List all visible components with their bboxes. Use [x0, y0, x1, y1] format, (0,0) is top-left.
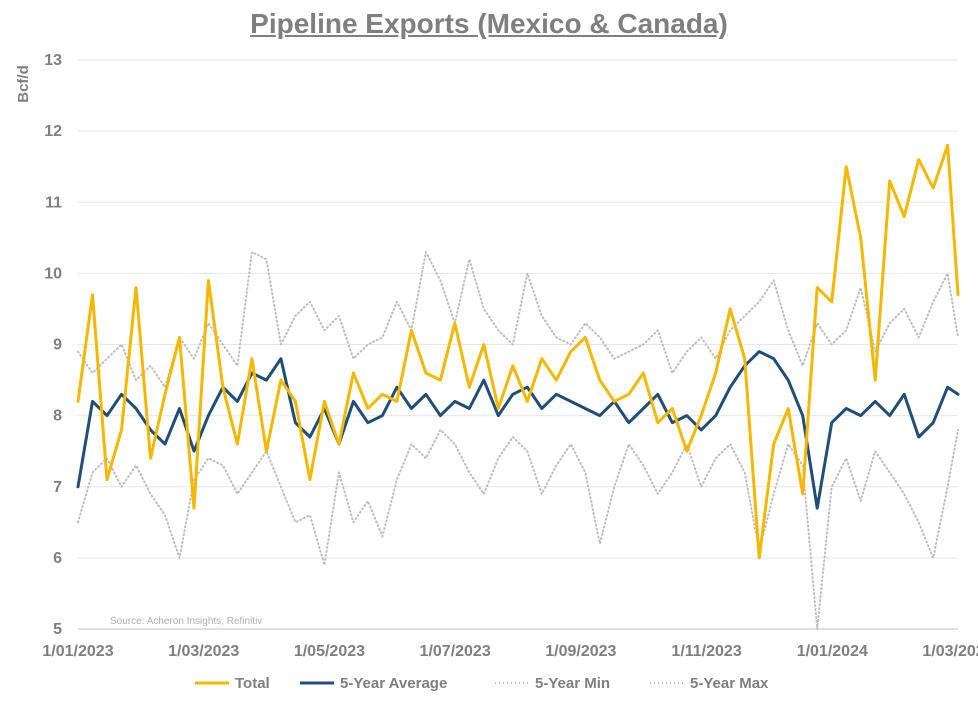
legend-label-2: 5-Year Min: [535, 675, 610, 692]
series-lines: [76, 143, 960, 630]
y-tick-13: 13: [44, 52, 62, 69]
gridlines: [78, 59, 958, 630]
x-tick-7: 1/03/2024: [922, 643, 978, 660]
source-note: Source: Acheron Insights, Refinitiv: [110, 616, 262, 627]
y-axis-label: Bcf/d: [15, 65, 32, 103]
legend-label-3: 5-Year Max: [690, 675, 769, 692]
y-tick-10: 10: [44, 265, 62, 282]
x-tick-1: 1/03/2023: [168, 643, 239, 660]
legend: Total 5-Year Average 5-Year Min 5-Year Max: [195, 675, 769, 692]
legend-label-1: 5-Year Average: [340, 675, 447, 692]
y-tick-6: 6: [53, 550, 62, 567]
x-tick-2: 1/05/2023: [294, 643, 365, 660]
y-tick-8: 8: [53, 408, 62, 425]
series-5-year-min: [77, 428, 959, 630]
chart-title: Pipeline Exports (Mexico & Canada): [250, 8, 728, 39]
x-tick-5: 1/11/2023: [671, 643, 741, 660]
y-tick-7: 7: [53, 479, 62, 496]
y-tick-5: 5: [53, 621, 62, 638]
legend-label-0: Total: [235, 675, 270, 692]
x-tick-6: 1/01/2024: [797, 643, 868, 660]
series-5-year-average: [76, 350, 960, 510]
y-tick-9: 9: [53, 337, 62, 354]
x-axis-ticks: 1/01/2023 1/03/2023 1/05/2023 1/07/2023 1/09…: [42, 643, 978, 660]
y-tick-11: 11: [45, 194, 62, 211]
x-tick-0: 1/01/2023: [42, 643, 113, 660]
x-tick-4: 1/09/2023: [545, 643, 616, 660]
x-tick-3: 1/07/2023: [420, 643, 491, 660]
series-total: [76, 143, 960, 560]
y-tick-12: 12: [44, 123, 62, 140]
series-5-year-max: [77, 251, 959, 389]
y-axis-ticks: 5 6 7 8 9 10 11 12 13: [44, 52, 62, 638]
